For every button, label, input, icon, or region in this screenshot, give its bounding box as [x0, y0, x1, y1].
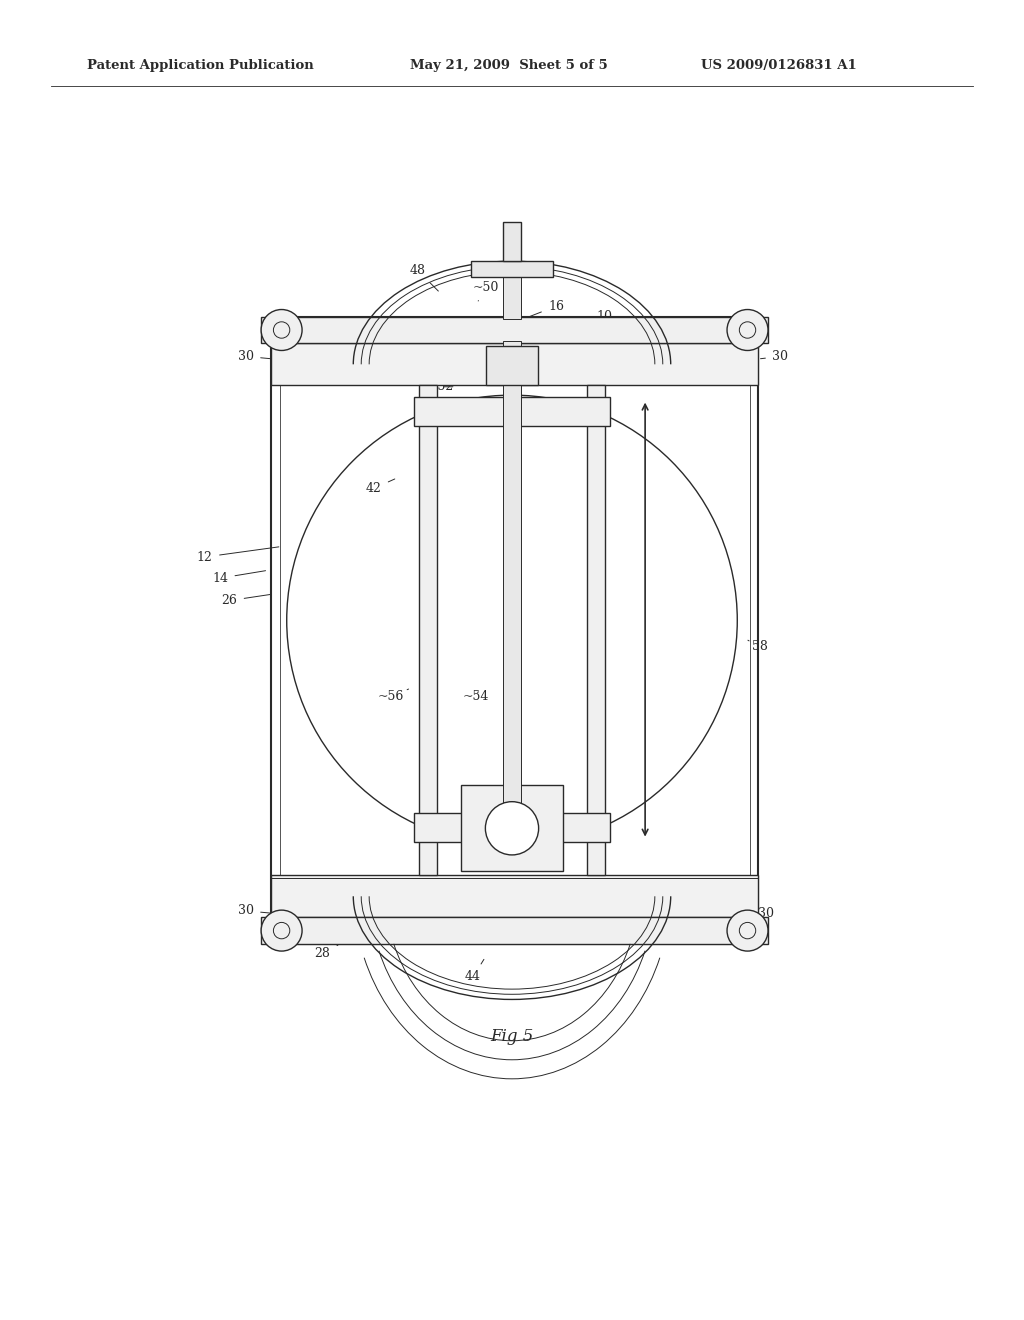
- Text: 28: 28: [314, 945, 338, 960]
- Text: 42: 42: [366, 479, 395, 495]
- Text: 44: 44: [465, 960, 484, 983]
- Text: 30: 30: [753, 907, 774, 920]
- Bar: [461, 785, 563, 871]
- Bar: [414, 813, 610, 842]
- Bar: [271, 343, 758, 385]
- Bar: [503, 251, 521, 319]
- Ellipse shape: [261, 909, 302, 952]
- Text: Patent Application Publication: Patent Application Publication: [87, 59, 313, 73]
- Bar: [261, 917, 768, 944]
- Bar: [471, 261, 553, 277]
- Text: 30: 30: [238, 350, 271, 363]
- Text: 60: 60: [317, 330, 345, 343]
- Text: 10: 10: [582, 310, 612, 326]
- Text: 58: 58: [748, 640, 768, 653]
- Bar: [271, 317, 758, 944]
- Text: May 21, 2009  Sheet 5 of 5: May 21, 2009 Sheet 5 of 5: [410, 59, 607, 73]
- Bar: [503, 341, 521, 828]
- Bar: [261, 317, 768, 343]
- Text: 16: 16: [515, 300, 564, 322]
- Bar: [419, 385, 437, 875]
- Text: Fig 5: Fig 5: [490, 1028, 534, 1044]
- Text: 30: 30: [761, 350, 788, 363]
- Bar: [271, 875, 758, 917]
- Text: ~50: ~50: [473, 281, 500, 301]
- Ellipse shape: [727, 309, 768, 351]
- Bar: [414, 397, 610, 426]
- Text: ~54: ~54: [463, 690, 489, 704]
- Bar: [486, 346, 538, 385]
- Text: 30: 30: [238, 904, 271, 917]
- Text: 12: 12: [197, 546, 279, 564]
- Text: 26: 26: [221, 594, 270, 607]
- Bar: [503, 222, 521, 261]
- Text: US 2009/0126831 A1: US 2009/0126831 A1: [701, 59, 857, 73]
- Text: ~52: ~52: [427, 380, 454, 393]
- Bar: [587, 385, 605, 875]
- Text: 14: 14: [212, 570, 265, 585]
- Ellipse shape: [261, 309, 302, 351]
- Ellipse shape: [727, 909, 768, 952]
- Text: 48: 48: [410, 264, 438, 292]
- Text: 28: 28: [642, 315, 662, 329]
- Ellipse shape: [485, 801, 539, 855]
- Text: ~56: ~56: [378, 689, 409, 704]
